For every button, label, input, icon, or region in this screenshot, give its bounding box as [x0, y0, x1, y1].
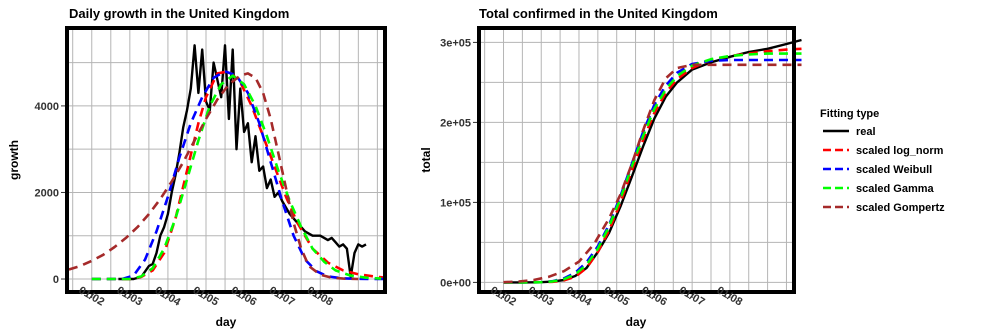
legend-label: real	[856, 126, 876, 138]
total-y-axis-label: total	[419, 147, 433, 172]
total-chart: Total confirmed in the United Kingdom 0e…	[419, 6, 802, 329]
legend-label: scaled Weibull	[856, 164, 932, 176]
growth-gridlines	[67, 28, 385, 292]
growth-chart: Daily growth in the United Kingdom 0 2000…	[7, 6, 387, 329]
total-series-line	[503, 58, 802, 284]
legend-label: scaled log_norm	[856, 145, 944, 157]
total-series-line	[503, 47, 802, 284]
legend-title: Fitting type	[820, 108, 879, 120]
total-y-tick-label: 2e+05	[440, 117, 471, 129]
total-series	[503, 38, 802, 284]
total-y-ticks: 0e+00 1e+05 2e+05 3e+05	[440, 37, 477, 289]
growth-series	[68, 44, 386, 281]
legend-label: scaled Gamma	[856, 183, 935, 195]
growth-series-line	[91, 70, 385, 281]
total-series-line	[503, 63, 802, 284]
growth-y-tick-label: 2000	[35, 187, 59, 199]
growth-series-line	[91, 74, 382, 281]
total-series-line	[503, 52, 802, 284]
total-y-tick-label: 3e+05	[440, 37, 471, 49]
growth-y-ticks: 0 2000 4000	[35, 101, 65, 286]
total-x-axis-label: day	[626, 315, 647, 329]
growth-chart-title: Daily growth in the United Kingdom	[69, 6, 289, 21]
total-series-line	[503, 38, 802, 284]
growth-series-line	[68, 72, 359, 281]
total-chart-title: Total confirmed in the United Kingdom	[479, 6, 718, 21]
total-y-tick-label: 0e+00	[440, 277, 471, 289]
growth-series-line	[118, 44, 367, 281]
total-plot-frame	[477, 26, 796, 294]
legend-label: scaled Gompertz	[856, 202, 945, 214]
total-gridlines	[479, 28, 794, 292]
growth-y-tick-label: 4000	[35, 101, 59, 113]
growth-y-tick-label: 0	[53, 274, 59, 286]
growth-x-axis-label: day	[216, 315, 237, 329]
total-y-tick-label: 1e+05	[440, 197, 471, 209]
growth-plot-frame	[65, 26, 387, 294]
growth-y-axis-label: growth	[7, 140, 21, 180]
